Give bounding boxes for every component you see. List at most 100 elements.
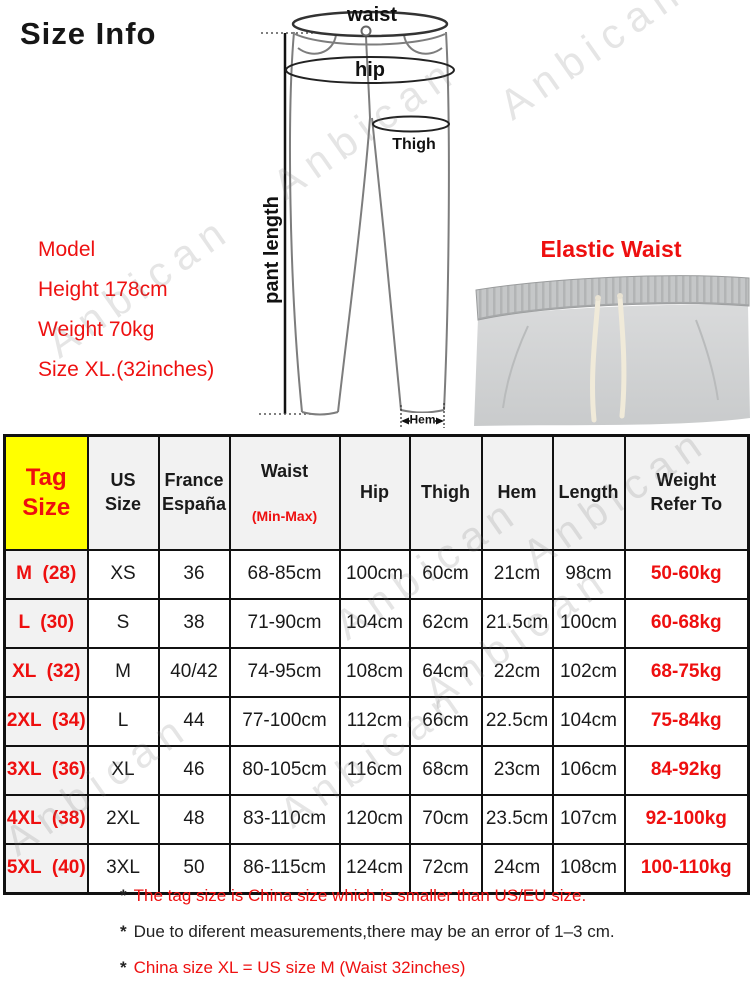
header-hem: Hem xyxy=(480,434,554,551)
sweatpants-waist-photo xyxy=(474,275,750,426)
size-table-body: M (28) XS 36 68-85cm 100cm 60cm 21cm 98cm 50-60k… xyxy=(3,548,750,895)
size-cell: 50 xyxy=(157,842,231,895)
waist-header-sub: (Min-Max) xyxy=(251,508,318,525)
waistband-stitch xyxy=(477,301,750,320)
weight-cell: 84-92kg xyxy=(623,744,750,796)
watermark: Anbican xyxy=(490,0,694,129)
size-cell: 23cm xyxy=(480,744,554,796)
size-cell: 24cm xyxy=(480,842,554,895)
model-info-line: Model xyxy=(38,238,96,261)
header-waist: Waist (Min-Max) xyxy=(228,434,341,551)
drawstring-eyelet xyxy=(617,293,623,299)
tag-size-cell: 5XL (40) xyxy=(3,842,89,895)
note-line: * Due to diferent measurements,there may … xyxy=(120,914,615,950)
note-text: Due to diferent measurements,there may b… xyxy=(133,922,615,941)
right-outer-seam xyxy=(443,31,450,411)
header-us-size: US Size xyxy=(86,434,160,551)
note-text: The tag size is China size which is smal… xyxy=(133,886,587,905)
waist-ellipse xyxy=(291,10,449,38)
hem-label-bg xyxy=(410,413,435,426)
hip-ellipse xyxy=(285,56,455,84)
size-cell: 22.5cm xyxy=(480,695,554,747)
size-cell: 116cm xyxy=(338,744,411,796)
table-row: 4XL (38) 2XL 48 83-110cm 120cm 70cm 23.5cm 107c… xyxy=(3,793,750,845)
weight-cell: 68-75kg xyxy=(623,646,750,698)
tag-size-cell: M (28) xyxy=(3,548,89,600)
size-cell: 120cm xyxy=(338,793,411,845)
pant-length-label: pant length xyxy=(261,196,283,304)
size-cell: 64cm xyxy=(408,646,483,698)
size-cell: 83-110cm xyxy=(228,793,341,845)
size-cell: 22cm xyxy=(480,646,554,698)
thigh-ellipse xyxy=(372,115,450,133)
header-length: Length xyxy=(551,434,626,551)
note-text: China size XL = US size M (Waist 32inche… xyxy=(133,958,466,977)
button xyxy=(360,25,372,37)
size-cell: 68cm xyxy=(408,744,483,796)
model-info: Model Height 178cm Weight 70kg Size XL.(… xyxy=(38,230,214,390)
tag-size-cell: 2XL (34) xyxy=(3,695,89,747)
size-cell: 86-115cm xyxy=(228,842,341,895)
waist-header-main: Waist xyxy=(260,461,309,482)
pants-measurement-diagram: waist hip Thigh Hem pant length xyxy=(259,4,455,428)
drawstring-eyelet xyxy=(595,295,601,301)
page-title: Size Info xyxy=(20,16,157,51)
size-cell: 38 xyxy=(157,597,231,649)
size-cell: 100cm xyxy=(551,597,626,649)
size-cell: 100cm xyxy=(338,548,411,600)
waistband-line xyxy=(294,33,446,46)
size-cell: S xyxy=(86,597,160,649)
size-cell: 108cm xyxy=(551,842,626,895)
size-cell: 2XL xyxy=(86,793,160,845)
table-header-row: Tag Size US Size France España Waist (Mi… xyxy=(3,434,750,551)
hip-label: hip xyxy=(355,59,385,81)
hem-dotted-lines xyxy=(400,403,445,428)
table-row: 5XL (40) 3XL 50 86-115cm 124cm 72cm 24cm 108cm 1… xyxy=(3,842,750,895)
right-pocket-seam xyxy=(695,319,719,401)
hem-label: Hem xyxy=(409,413,435,427)
left-hem xyxy=(301,411,339,416)
size-cell: 77-100cm xyxy=(228,695,341,747)
size-cell: 104cm xyxy=(338,597,411,649)
size-cell: 66cm xyxy=(408,695,483,747)
size-cell: 112cm xyxy=(338,695,411,747)
size-cell: 104cm xyxy=(551,695,626,747)
model-info-line: Weight 70kg xyxy=(38,318,155,341)
size-cell: 40/42 xyxy=(157,646,231,698)
model-info-line: Size XL.(32inches) xyxy=(38,358,215,381)
table-row: M (28) XS 36 68-85cm 100cm 60cm 21cm 98cm 50-60k… xyxy=(3,548,750,600)
size-cell: 62cm xyxy=(408,597,483,649)
header-weight: Weight Refer To xyxy=(623,434,750,551)
weight-cell: 50-60kg xyxy=(623,548,750,600)
tag-size-cell: L (30) xyxy=(3,597,89,649)
drawstring-right xyxy=(617,295,627,419)
size-cell: 68-85cm xyxy=(228,548,341,600)
tag-size-cell: 4XL (38) xyxy=(3,793,89,845)
size-cell: 98cm xyxy=(551,548,626,600)
size-cell: 106cm xyxy=(551,744,626,796)
size-cell: XL xyxy=(86,744,160,796)
size-cell: M xyxy=(86,646,160,698)
left-outer-seam xyxy=(289,31,303,413)
size-cell: 70cm xyxy=(408,793,483,845)
pants-body xyxy=(474,304,750,426)
right-pocket xyxy=(403,34,443,55)
model-info-line: Height 178cm xyxy=(38,278,168,301)
header-tag-size: Tag Size xyxy=(3,434,89,551)
notes: * The tag size is China size which is sma… xyxy=(120,878,615,986)
table-row: L (30) S 38 71-90cm 104cm 62cm 21.5cm 100cm 60-6… xyxy=(3,597,750,649)
size-cell: 23.5cm xyxy=(480,793,554,845)
weight-cell: 75-84kg xyxy=(623,695,750,747)
tag-size-cell: 3XL (36) xyxy=(3,744,89,796)
size-cell: 80-105cm xyxy=(228,744,341,796)
size-cell: 36 xyxy=(157,548,231,600)
note-asterisk: * xyxy=(120,922,127,941)
note-asterisk: * xyxy=(120,886,127,905)
weight-cell: 92-100kg xyxy=(623,793,750,845)
size-cell: 21.5cm xyxy=(480,597,554,649)
header-france: France España xyxy=(157,434,231,551)
header-hip: Hip xyxy=(338,434,411,551)
elastic-waist-title: Elastic Waist xyxy=(540,236,682,262)
size-cell: 44 xyxy=(157,695,231,747)
